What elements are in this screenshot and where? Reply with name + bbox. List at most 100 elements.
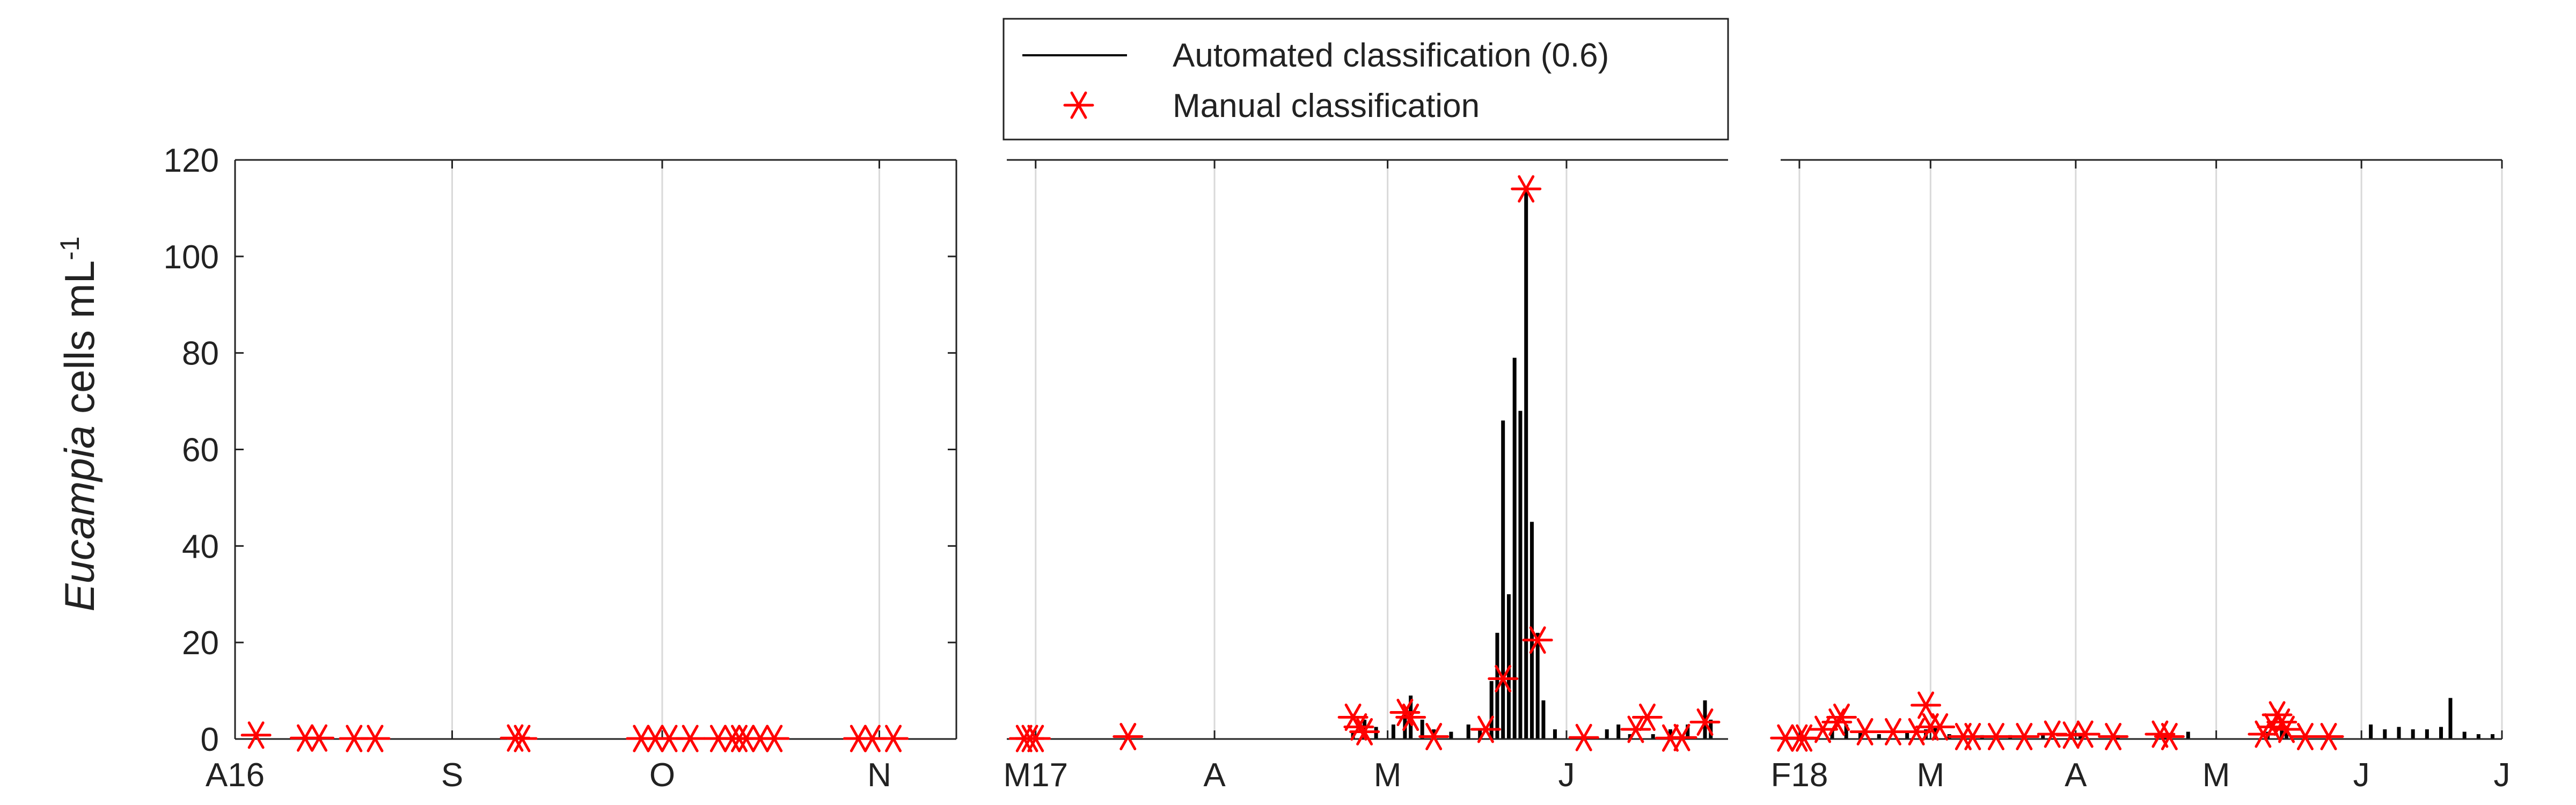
manual-asterisk-marker	[360, 724, 391, 752]
y-tick-label: 60	[182, 432, 219, 469]
manual-asterisk-marker	[2069, 720, 2101, 748]
y-tick-label: 100	[164, 239, 219, 276]
asterisk-stroke	[2044, 720, 2061, 748]
asterisk-stroke	[2264, 713, 2281, 741]
manual-asterisk-marker	[1395, 704, 1426, 731]
asterisk-stroke	[1884, 718, 1901, 746]
asterisk-stroke	[1402, 704, 1419, 731]
manual-asterisk-marker	[1924, 713, 1956, 741]
automated-bar	[1420, 720, 1424, 739]
x-tick-label: J	[2353, 757, 2370, 794]
manual-asterisk-marker	[240, 721, 272, 749]
automated-bar	[2280, 724, 2284, 739]
automated-bar	[1403, 710, 1407, 739]
asterisk-stroke	[1529, 626, 1546, 654]
y-axis-label: Eucampia cells mL-1	[55, 236, 103, 611]
automated-bar	[1686, 724, 1690, 739]
asterisk-stroke	[1627, 715, 1644, 743]
asterisk-stroke	[1396, 699, 1414, 727]
x-tick-label: M	[1916, 757, 1944, 794]
automated-bar	[1524, 188, 1528, 740]
automated-bar	[1668, 729, 1672, 739]
manual-asterisk-marker	[1020, 724, 1051, 752]
automated-bar	[1449, 731, 1453, 739]
asterisk-stroke	[2296, 723, 2314, 751]
automated-bar	[1844, 724, 1848, 739]
asterisk-stroke	[2105, 723, 2122, 751]
y-tick-label: 120	[164, 142, 219, 179]
legend-label-automated: Automated classification (0.6)	[1173, 37, 1609, 74]
legend-asterisk-icon	[1063, 91, 1094, 119]
asterisk-stroke	[311, 724, 328, 752]
automated-bar	[1553, 729, 1557, 739]
manual-asterisk-marker	[1901, 718, 1932, 746]
manual-asterisk-marker	[1980, 723, 2011, 751]
asterisk-stroke	[1350, 713, 1367, 741]
manual-asterisk-marker	[2009, 723, 2040, 751]
manual-asterisk-marker	[1522, 626, 1553, 654]
automated-bar	[1651, 734, 1655, 739]
automated-bar	[1391, 724, 1395, 739]
automated-bar	[1535, 633, 1540, 739]
x-tick-label: J	[2494, 757, 2511, 794]
asterisk-stroke	[1575, 723, 1592, 751]
manual-asterisk-marker	[1418, 723, 1450, 751]
x-tick-label: M	[2202, 757, 2230, 794]
manual-asterisk-marker	[1349, 718, 1380, 746]
manual-markers-layer	[240, 175, 2344, 752]
automated-bar	[2411, 729, 2415, 739]
manual-asterisk-marker	[1689, 708, 1721, 736]
automated-bar	[1709, 720, 1713, 739]
asterisk-stroke	[2278, 715, 2295, 743]
automated-bar	[2186, 731, 2190, 739]
asterisk-stroke	[1833, 704, 1850, 731]
y-axis-label-italic: Eucampia	[56, 426, 103, 612]
manual-asterisk-marker	[304, 724, 335, 752]
automated-bar	[1616, 724, 1621, 739]
automated-bar	[1905, 731, 1909, 739]
y-axis-label-plain: cells mL	[56, 260, 103, 426]
asterisk-stroke	[1495, 665, 1512, 693]
automated-bars-layer	[1351, 188, 2495, 740]
asterisk-stroke	[1987, 723, 2004, 751]
automated-bar	[1877, 734, 1881, 739]
automated-bar	[2369, 724, 2373, 739]
asterisk-stroke	[2076, 720, 2094, 748]
x-tick-label: N	[867, 757, 891, 794]
manual-asterisk-marker	[1511, 175, 1542, 203]
manual-asterisk-marker	[1666, 723, 1697, 751]
legend: Automated classification (0.6) Manual cl…	[1002, 18, 1729, 141]
manual-asterisk-marker	[1113, 723, 1144, 751]
manual-asterisk-marker	[1470, 715, 1501, 743]
automated-bar	[2397, 727, 2401, 739]
legend-label-manual: Manual classification	[1173, 87, 1480, 125]
x-tick-label: F18	[1770, 757, 1828, 794]
y-tick-label: 20	[182, 625, 219, 662]
axes-layer	[234, 159, 2503, 740]
asterisk-stroke	[1027, 724, 1044, 752]
automated-bar	[1495, 633, 1499, 739]
asterisk-stroke	[1477, 715, 1494, 743]
manual-asterisk-marker	[1911, 691, 1942, 719]
x-tick-label: O	[649, 757, 675, 794]
asterisk-stroke	[1856, 718, 1874, 746]
automated-bar	[1489, 681, 1494, 739]
asterisk-stroke	[2320, 723, 2337, 751]
asterisk-stroke	[514, 724, 531, 752]
manual-asterisk-marker	[1631, 704, 1663, 731]
manual-asterisk-marker	[1849, 718, 1880, 746]
manual-asterisk-marker	[2154, 723, 2185, 751]
x-tick-label: A	[1203, 757, 1226, 794]
manual-asterisk-marker	[507, 724, 538, 752]
x-tick-label: M	[1374, 757, 1402, 794]
automated-bar	[2491, 734, 2495, 739]
manual-asterisk-marker	[2257, 713, 2288, 741]
manual-asterisk-marker	[1568, 723, 1599, 751]
asterisk-stroke	[367, 724, 384, 752]
asterisk-stroke	[2016, 723, 2033, 751]
legend-box	[1002, 18, 1729, 141]
asterisk-stroke	[1918, 691, 1935, 719]
y-tick-label: 80	[182, 335, 219, 372]
asterisk-stroke	[1696, 708, 1714, 736]
x-tick-label: M17	[1003, 757, 1068, 794]
